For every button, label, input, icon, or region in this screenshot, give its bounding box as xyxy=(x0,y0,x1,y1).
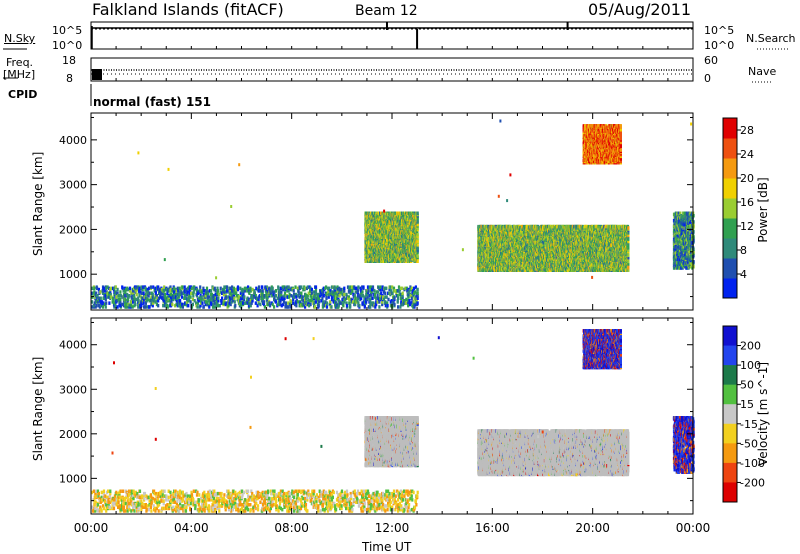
power-panel-marks xyxy=(91,120,695,309)
freq-startup-block xyxy=(92,69,102,80)
plot-canvas: 1000200030004000100020003000400000:00 04:… xyxy=(0,0,800,554)
noise-panel-frame xyxy=(91,22,693,49)
